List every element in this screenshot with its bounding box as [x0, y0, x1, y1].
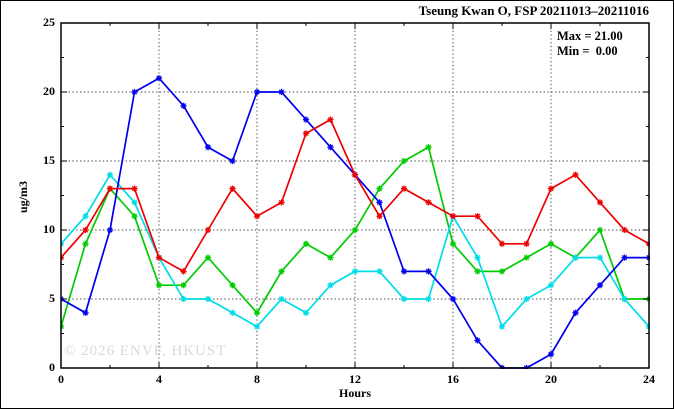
series-red — [61, 116, 650, 275]
series-red-markers — [61, 116, 650, 275]
y-tick-label-15: 15 — [43, 153, 55, 167]
x-tick-label-4: 4 — [156, 372, 162, 386]
maxmin-annotation: Max = 21.00 Min = 0.00 — [557, 29, 623, 59]
y-tick-label-20: 20 — [43, 84, 55, 98]
plot-frame — [60, 22, 650, 369]
x-tick-label-24: 24 — [643, 372, 655, 386]
y-tick-label-5: 5 — [49, 291, 55, 305]
chart-title: Tseung Kwan O, FSP 20211013–20211016 — [418, 3, 649, 18]
series-green — [61, 144, 650, 330]
x-tick-label-0: 0 — [58, 372, 64, 386]
series-cyan-line — [61, 173, 650, 329]
watermark: © 2026 ENVF, HKUST — [64, 343, 227, 359]
x-tick-label-8: 8 — [254, 372, 260, 386]
max-value-label: Max = 21.00 — [557, 29, 623, 43]
x-tick-label-16: 16 — [447, 372, 459, 386]
gridlines — [61, 23, 649, 368]
x-axis-label: Hours — [338, 386, 371, 400]
y-tick-label-10: 10 — [43, 222, 55, 236]
x-tick-label-12: 12 — [349, 372, 361, 386]
x-tick-label-20: 20 — [545, 372, 557, 386]
min-value-label: Min = 0.00 — [557, 44, 618, 58]
y-tick-label-0: 0 — [49, 360, 55, 374]
y-tick-label-25: 25 — [43, 15, 55, 29]
y-axis-label: ug/m3 — [16, 181, 30, 214]
